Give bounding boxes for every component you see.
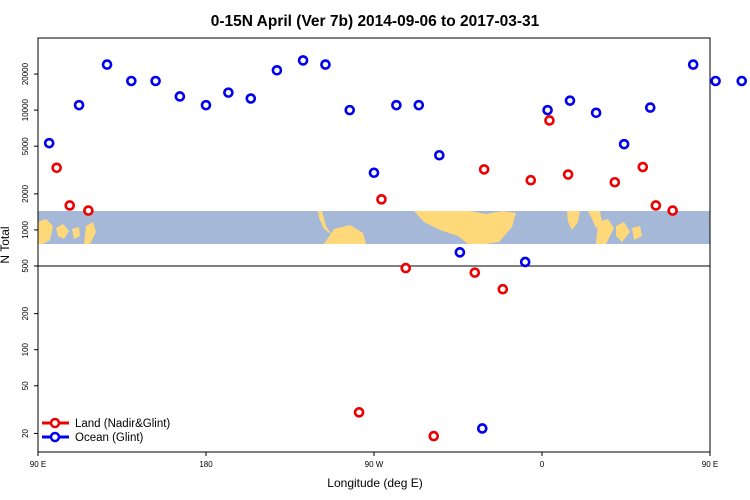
land-point	[544, 115, 555, 126]
y-tick-label: 10000	[21, 98, 30, 121]
world-map-strip	[38, 211, 710, 244]
land-point	[64, 200, 76, 211]
land-point	[525, 174, 537, 186]
y-axis: 20 50 100 200 500 1000 2000 5000 10000 20000	[21, 62, 38, 438]
ocean-point	[736, 75, 748, 87]
ocean-series	[43, 55, 748, 434]
ocean-point	[454, 247, 466, 258]
x-tick-label: 90 E	[702, 460, 718, 469]
land-point	[376, 194, 387, 205]
ocean-point	[618, 138, 630, 150]
land-point	[83, 205, 94, 216]
ocean-point	[344, 104, 356, 116]
ocean-point	[297, 55, 309, 66]
ocean-point	[223, 87, 234, 98]
y-tick-label: 20000	[21, 62, 30, 85]
ocean-point	[150, 75, 161, 87]
ocean-point	[476, 423, 488, 434]
ocean-point	[200, 99, 212, 111]
ocean-point	[101, 59, 113, 70]
ocean-point	[43, 137, 55, 149]
ocean-point	[391, 99, 402, 111]
ocean-point	[271, 64, 283, 76]
land-point	[497, 283, 509, 295]
land-point	[637, 161, 649, 173]
ocean-point	[434, 149, 445, 161]
x-tick-label: 0	[540, 460, 545, 469]
legend-item-ocean: Ocean (Glint)	[42, 431, 144, 444]
y-tick-label: 50	[21, 381, 30, 390]
land-point	[609, 176, 621, 188]
y-tick-label: 200	[21, 306, 30, 320]
ocean-point	[126, 75, 137, 87]
ocean-point	[564, 95, 576, 106]
legend: Land (Nadir&Glint) Ocean (Glint)	[42, 417, 170, 444]
legend-item-land: Land (Nadir&Glint)	[42, 417, 170, 430]
ocean-point	[644, 102, 656, 113]
ocean-point	[590, 107, 602, 119]
land-point	[562, 169, 574, 180]
y-tick-label: 1000	[21, 220, 30, 238]
land-point	[353, 407, 365, 418]
land-point	[469, 267, 481, 278]
x-axis-label: Longitude (deg E)	[327, 476, 422, 490]
x-axis: 90 E 180 90 W 0 90 E	[30, 452, 718, 469]
land-point	[51, 162, 62, 174]
y-tick-label: 5000	[21, 137, 30, 155]
land-series	[51, 115, 678, 442]
ocean-point	[245, 93, 257, 104]
y-tick-label: 500	[21, 259, 30, 273]
y-tick-label: 20	[21, 428, 30, 437]
x-tick-label: 90 E	[30, 460, 46, 469]
ocean-point	[542, 104, 553, 116]
ocean-point	[368, 167, 380, 179]
chart-title: 0-15N April (Ver 7b) 2014-09-06 to 2017-…	[211, 13, 540, 30]
ocean-point	[320, 59, 331, 70]
x-tick-label: 180	[199, 460, 213, 469]
y-tick-label: 2000	[21, 184, 30, 202]
ocean-point	[687, 59, 699, 70]
ocean-point	[174, 91, 186, 102]
land-point	[478, 164, 490, 175]
land-point	[667, 205, 678, 216]
y-axis-label: N Total	[0, 226, 12, 263]
x-tick-label: 90 W	[365, 460, 384, 469]
land-point	[650, 200, 662, 211]
ocean-point	[413, 99, 425, 111]
land-point	[428, 430, 440, 442]
ocean-point	[710, 75, 721, 87]
land-point	[400, 262, 412, 274]
ocean-point	[519, 256, 531, 268]
legend-label-ocean: Ocean (Glint)	[75, 432, 144, 444]
y-tick-label: 100	[21, 342, 30, 356]
plot-frame	[37, 37, 711, 453]
legend-label-land: Land (Nadir&Glint)	[75, 418, 170, 430]
ocean-point	[73, 99, 85, 111]
